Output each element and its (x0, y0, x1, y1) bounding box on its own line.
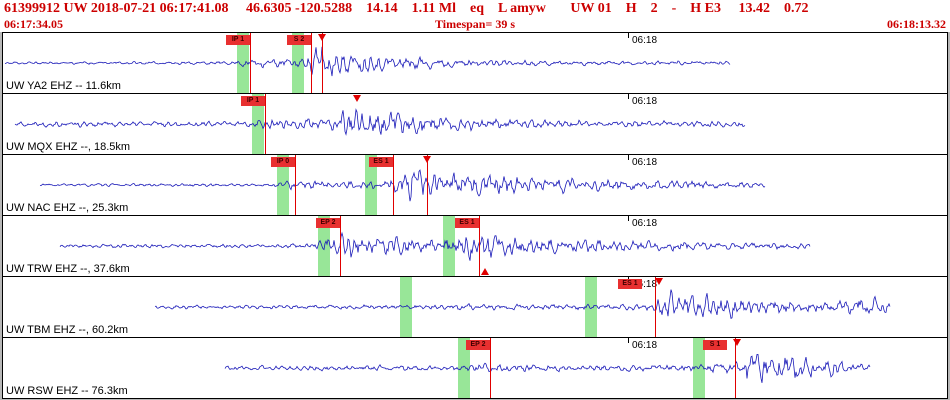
window-end-time: 06:18:13.32 (887, 17, 946, 31)
minute-tick (628, 338, 629, 343)
seismogram-trace[interactable] (3, 155, 947, 215)
pick-line[interactable] (490, 338, 491, 398)
pick-flag[interactable]: EP 2 (316, 218, 340, 228)
seismogram-trace[interactable] (3, 94, 947, 154)
seismogram-trace[interactable] (3, 277, 947, 337)
pick-window-band (237, 33, 249, 93)
pick-flag[interactable]: EP 2 (466, 340, 490, 350)
waveform-panel-TRW[interactable]: 06:18 EP 2 ES 1 UW TRW EHZ --, 37.6km (2, 215, 948, 277)
pick-flag[interactable]: ES 1 (455, 218, 479, 228)
minute-label: 06:18 (632, 279, 658, 290)
station-label: UW TBM EHZ --, 60.2km (6, 324, 129, 336)
pick-flag[interactable]: IP 1 (226, 35, 250, 45)
amplitude-marker[interactable] (318, 34, 326, 41)
seismogram-trace[interactable] (3, 33, 947, 93)
waveform-panel-MQX[interactable]: 06:18 IP 1 UW MQX EHZ --, 18.5km (2, 93, 948, 155)
pick-window-band (585, 277, 597, 337)
seismogram-trace[interactable] (3, 338, 947, 398)
amplitude-marker[interactable] (423, 156, 431, 163)
pick-line[interactable] (393, 155, 394, 215)
minute-label: 06:18 (632, 96, 658, 107)
minute-label: 06:18 (632, 340, 658, 351)
waveform-panel-stack: 06:18 IP 1 S 2 UW YA2 EHZ -- 11.6km 06:18 IP … (2, 32, 948, 399)
pick-line[interactable] (655, 277, 656, 337)
pick-line[interactable] (735, 338, 736, 398)
amplitude-marker[interactable] (353, 95, 361, 102)
pick-line[interactable] (427, 155, 428, 215)
pick-flag[interactable]: IP 0 (271, 157, 295, 167)
minute-tick (628, 33, 629, 38)
pick-flag[interactable]: ES 1 (369, 157, 393, 167)
timespan-label: Timespan= 39 s (435, 17, 515, 31)
station-label: UW RSW EHZ -- 76.3km (6, 385, 128, 397)
window-start-time: 06:17:34.05 (4, 17, 63, 31)
waveform-panel-RSW[interactable]: 06:18 EP 2 S 1 UW RSW EHZ -- 76.3km (2, 337, 948, 399)
pick-line[interactable] (250, 33, 251, 93)
event-summary-line: 61399912 UW 2018-07-21 06:17:41.08 46.63… (4, 1, 809, 16)
pick-line[interactable] (311, 33, 312, 93)
station-label: UW MQX EHZ --, 18.5km (6, 141, 131, 153)
minute-label: 06:18 (632, 35, 658, 46)
time-axis-header: 06:17:34.05 Timespan= 39 s 06:18:13.32 (0, 17, 950, 32)
pick-line[interactable] (322, 33, 323, 93)
pick-line[interactable] (295, 155, 296, 215)
pick-window-band (365, 155, 377, 215)
station-label: UW TRW EHZ --, 37.6km (6, 263, 130, 275)
waveform-panel-NAC[interactable]: 06:18 IP 0 ES 1 UW NAC EHZ --, 25.3km (2, 154, 948, 216)
seismogram-trace[interactable] (3, 216, 947, 276)
minute-label: 06:18 (632, 157, 658, 168)
pick-window-band (458, 338, 470, 398)
waveform-panel-YA2[interactable]: 06:18 IP 1 S 2 UW YA2 EHZ -- 11.6km (2, 32, 948, 94)
pick-window-band (252, 94, 264, 154)
minute-tick (628, 94, 629, 99)
pick-flag[interactable]: ES 1 (618, 279, 642, 289)
pick-flag[interactable]: IP 1 (241, 96, 265, 106)
pick-line[interactable] (479, 216, 480, 276)
station-label: UW YA2 EHZ -- 11.6km (6, 80, 121, 92)
pick-line[interactable] (340, 216, 341, 276)
pick-window-band (318, 216, 330, 276)
pick-line[interactable] (265, 94, 266, 154)
pick-flag[interactable]: S 1 (703, 340, 727, 350)
amplitude-marker[interactable] (655, 278, 663, 285)
pick-window-band (277, 155, 289, 215)
minute-tick (628, 155, 629, 160)
station-label: UW NAC EHZ --, 25.3km (6, 202, 129, 214)
pick-window-band (400, 277, 412, 337)
event-header: 61399912 UW 2018-07-21 06:17:41.08 46.63… (0, 0, 950, 32)
amplitude-marker[interactable] (481, 268, 489, 275)
minute-label: 06:18 (632, 218, 658, 229)
pick-flag[interactable]: S 2 (287, 35, 311, 45)
pick-window-band (292, 33, 304, 93)
minute-tick (628, 216, 629, 221)
waveform-panel-TBM[interactable]: 06:18 ES 1 UW TBM EHZ --, 60.2km (2, 276, 948, 338)
amplitude-marker[interactable] (733, 339, 741, 346)
